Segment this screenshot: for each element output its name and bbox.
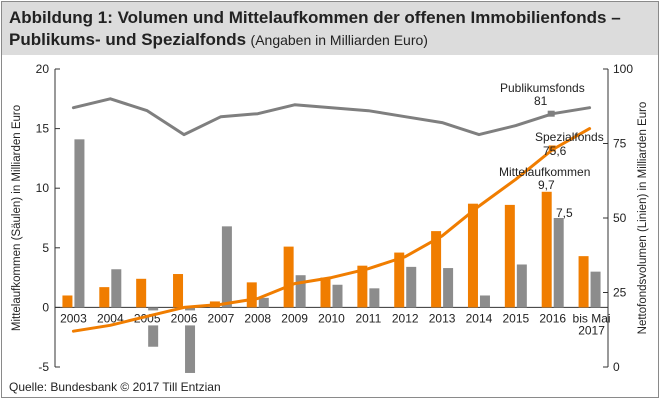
gray-bar [148, 307, 159, 347]
annotation-spezialfonds: Spezialfonds [535, 130, 604, 144]
right-tick-label: 100 [613, 62, 633, 76]
orange-bar [62, 295, 73, 308]
gray-bar [516, 264, 527, 308]
orange-bar [246, 282, 257, 308]
category-label: 2006 [171, 311, 198, 325]
gray-bar [258, 297, 269, 308]
category-label-bg [277, 310, 312, 326]
annotation-mittelaufkommen: Mittelaufkommen [499, 165, 590, 179]
spezialfonds-line [71, 127, 592, 333]
right-tick-label: 50 [613, 211, 627, 225]
category-label: 2016 [539, 311, 566, 325]
orange-bar [578, 256, 589, 308]
annotation-gray-bar-value: 7,5 [556, 206, 573, 220]
gray-bar [369, 288, 380, 308]
orange-bar [394, 252, 405, 308]
annotation-publikumsfonds-value: 81 [534, 94, 548, 108]
category-label: 2007 [208, 311, 235, 325]
category-label: bis Mai [573, 311, 611, 325]
figure-title-line2: Publikums- und Spezialfonds (Angaben in … [9, 30, 428, 50]
category-label: 2015 [502, 311, 529, 325]
category-label-bg [203, 310, 238, 326]
gray-bar [111, 269, 122, 308]
figure-subtitle: (Angaben in Milliarden Euro) [250, 32, 428, 48]
source-note: Quelle: Bundesbank © 2017 Till Entzian [9, 380, 221, 394]
orange-bar [99, 287, 110, 308]
right-tick-label: 75 [613, 137, 627, 151]
left-tick-label: 15 [36, 122, 50, 136]
category-label-bg [535, 310, 570, 326]
category-label: 2004 [97, 311, 124, 325]
left-tick-label: -5 [38, 360, 49, 374]
category-label-bg [425, 310, 460, 326]
category-label-bg [461, 310, 496, 326]
category-label-bg [498, 310, 533, 326]
gray-bar [553, 218, 564, 308]
category-label: 2013 [429, 311, 456, 325]
left-tick-label: 5 [42, 241, 49, 255]
right-tick-label: 25 [613, 286, 627, 300]
right-tick-label: 0 [613, 360, 620, 374]
category-label-bg [314, 310, 349, 326]
gray-bar [221, 226, 232, 308]
category-label-bg [351, 310, 386, 326]
publikumsfonds-line [71, 97, 592, 137]
annotation-spezialfonds-value: 75,6 [543, 144, 567, 158]
category-label-bg [93, 310, 128, 326]
gray-bar [74, 139, 85, 308]
figure-header: Abbildung 1: Volumen und Mittelaufkommen… [2, 2, 658, 55]
orange-bar [173, 274, 184, 308]
category-label: 2014 [466, 311, 493, 325]
gray-bar [185, 307, 196, 373]
publikumsfonds-marker [547, 110, 555, 117]
gray-bar [590, 271, 601, 308]
orange-bar [541, 191, 552, 308]
left-tick-label: 0 [42, 300, 49, 314]
category-label: 2003 [60, 311, 87, 325]
annotation-mittelaufkommen-value: 9,7 [538, 178, 555, 192]
gray-bar [295, 275, 306, 308]
orange-bar [431, 231, 442, 308]
orange-bar [136, 278, 147, 308]
annotation-publikumsfonds: Publikumsfonds [500, 81, 585, 95]
left-tick-label: 10 [36, 181, 50, 195]
orange-bar [283, 246, 294, 308]
category-label-bg [240, 310, 275, 326]
figure-title-continued: Publikums- und Spezialfonds [9, 30, 247, 49]
category-label-bg [167, 310, 202, 326]
orange-bar [467, 203, 478, 308]
gray-bar [406, 266, 417, 308]
category-label: 2009 [281, 311, 308, 325]
category-label: 2017 [578, 323, 605, 337]
category-label: 2010 [318, 311, 345, 325]
figure-title: Abbildung 1: Volumen und Mittelaufkommen… [9, 8, 621, 27]
category-label: 2012 [392, 311, 419, 325]
left-tick-label: 20 [36, 62, 50, 76]
gray-bar [332, 284, 343, 308]
category-label-bg [56, 310, 91, 326]
right-axis-title: Nettofondsvolumen (Linien) in Milliarden… [637, 102, 649, 335]
category-label: 2008 [244, 311, 271, 325]
spezialfonds-marker [548, 145, 556, 152]
left-axis-title: Mittelaufkommen (Säulen) in Milliarden E… [11, 105, 23, 331]
orange-bar [320, 277, 331, 308]
gray-bar [479, 295, 490, 308]
gray-bar [443, 268, 454, 308]
orange-bar [504, 204, 515, 308]
category-label-bg [388, 310, 423, 326]
orange-bar [357, 265, 368, 308]
category-label: 2011 [355, 311, 381, 325]
